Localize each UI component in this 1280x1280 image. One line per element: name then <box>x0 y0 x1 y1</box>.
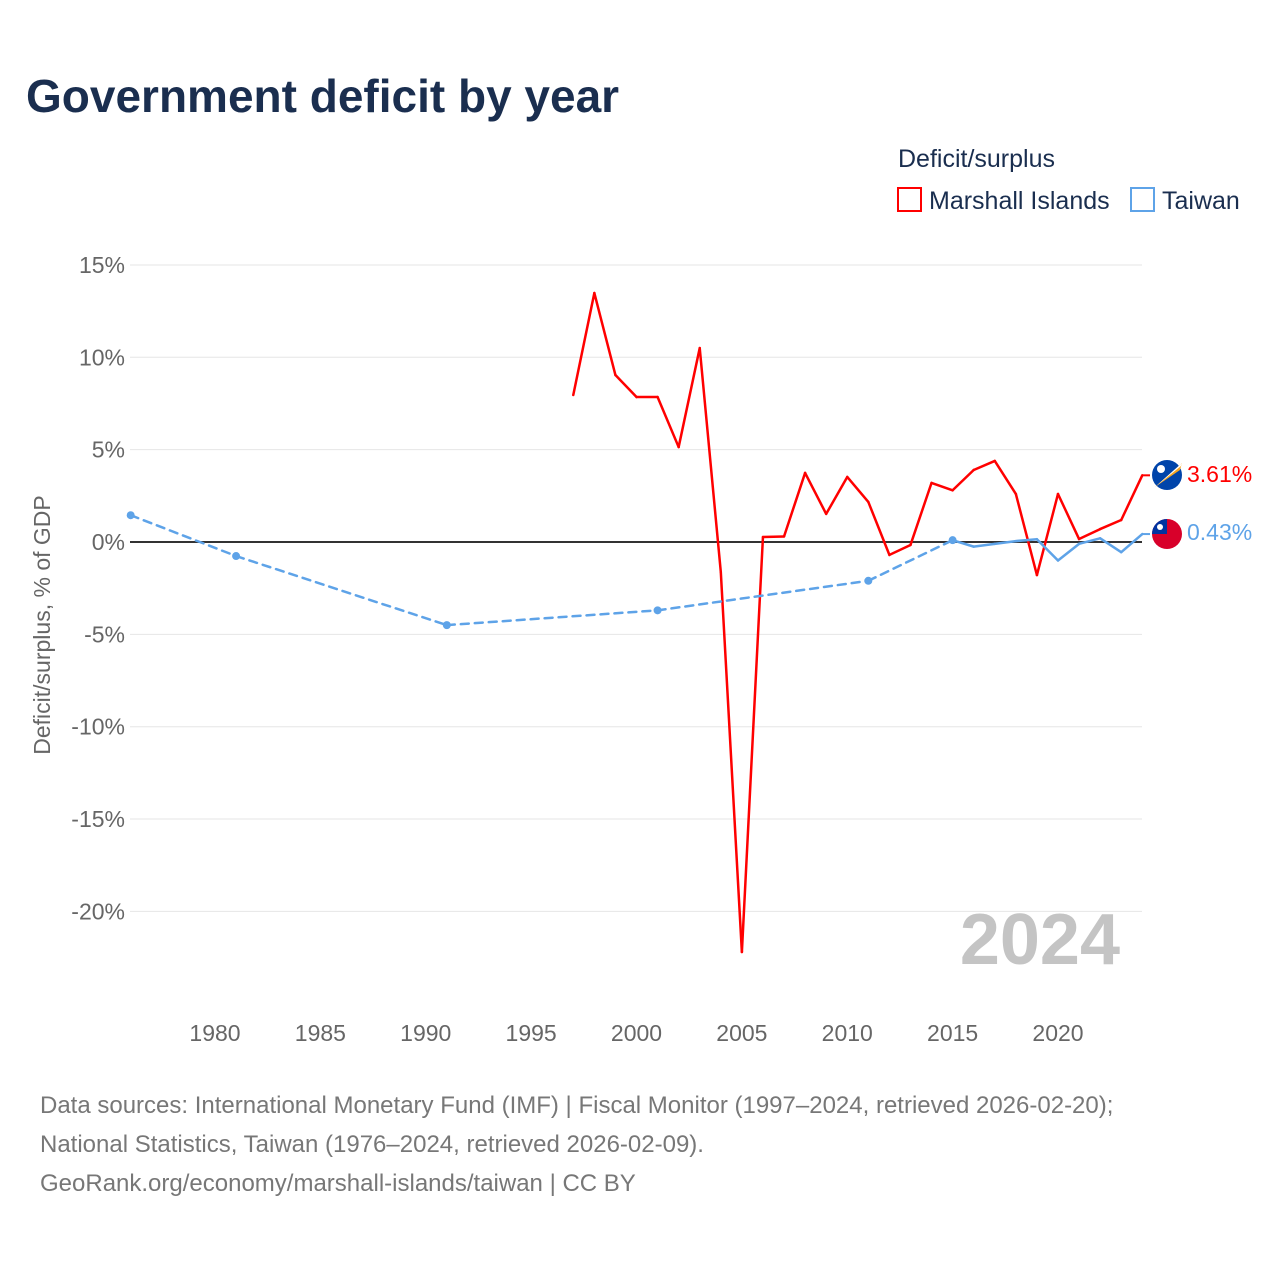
line-segment-taiwan <box>993 539 1018 546</box>
source-line-2: National Statistics, Taiwan (1976–2024, … <box>40 1131 704 1158</box>
y-tick-label: 15% <box>79 252 125 278</box>
line-segment-taiwan <box>1098 537 1123 554</box>
y-tick-label: 0% <box>92 529 125 555</box>
line-segment-marshall-islands <box>951 468 975 492</box>
line-segment-marshall-islands <box>1035 492 1060 577</box>
legend-swatch-marshall-islands <box>897 187 922 212</box>
data-point-taiwan[interactable] <box>232 552 241 561</box>
line-segment-marshall-islands <box>909 481 933 547</box>
line-segment-marshall-islands <box>824 475 849 516</box>
marshall-islands-flag-icon <box>1152 460 1182 490</box>
taiwan-flag-icon <box>1152 519 1182 549</box>
y-axis-label: Deficit/surplus, % of GDP <box>29 495 55 754</box>
x-tick-label: 2020 <box>1032 1020 1083 1046</box>
data-point-taiwan[interactable] <box>864 576 873 585</box>
line-segment-marshall-islands <box>761 535 786 539</box>
x-tick-label: 1980 <box>189 1020 240 1046</box>
line-segment-taiwan <box>129 513 238 558</box>
data-point-taiwan[interactable] <box>442 621 451 630</box>
data-point-taiwan[interactable] <box>948 536 957 545</box>
line-segment-marshall-islands <box>719 570 744 954</box>
year-watermark: 2024 <box>960 900 1120 980</box>
line-segment-marshall-islands <box>1056 492 1081 541</box>
line-segment-taiwan <box>867 538 954 583</box>
legend-swatch-taiwan <box>1130 187 1155 212</box>
line-segment-taiwan <box>972 542 997 548</box>
line-segment-marshall-islands <box>1014 492 1039 577</box>
line-segment-marshall-islands <box>867 500 891 557</box>
line-segment-marshall-islands <box>888 543 912 557</box>
x-tick-label: 2005 <box>716 1020 767 1046</box>
x-tick-label: 1990 <box>400 1020 451 1046</box>
end-value-label-taiwan: 0.43% <box>1187 519 1252 545</box>
line-segment-taiwan <box>1014 537 1039 543</box>
line-segment-taiwan <box>1077 537 1102 546</box>
line-segment-marshall-islands <box>740 535 765 954</box>
data-point-taiwan[interactable] <box>126 511 135 520</box>
chart-title: Government deficit by year <box>26 70 619 122</box>
x-tick-label: 1995 <box>506 1020 557 1046</box>
line-segment-marshall-islands <box>698 346 723 574</box>
line-segment-marshall-islands <box>993 459 1018 496</box>
source-line-3[interactable]: GeoRank.org/economy/marshall-islands/tai… <box>40 1170 636 1197</box>
line-segment-taiwan <box>445 609 659 627</box>
legend-label-marshall-islands[interactable]: Marshall Islands <box>929 187 1110 215</box>
line-segment-marshall-islands <box>614 373 638 399</box>
y-tick-label: -10% <box>71 714 125 740</box>
line-segment-marshall-islands <box>803 471 828 516</box>
line-segment-marshall-islands <box>782 471 807 538</box>
y-tick-label: -20% <box>71 898 125 924</box>
y-tick-label: -5% <box>84 621 125 647</box>
line-segment-marshall-islands <box>930 481 954 492</box>
line-segment-marshall-islands <box>1098 518 1123 531</box>
x-tick-label: 2010 <box>822 1020 873 1046</box>
line-segment-marshall-islands <box>656 395 680 449</box>
data-point-taiwan[interactable] <box>653 606 662 615</box>
x-tick-label: 1985 <box>295 1020 346 1046</box>
line-segment-marshall-islands <box>1077 527 1102 541</box>
x-tick-label: 2000 <box>611 1020 662 1046</box>
line-segment-marshall-islands <box>1119 474 1144 522</box>
y-tick-label: 10% <box>79 344 125 370</box>
end-value-label-marshall-islands: 3.61% <box>1187 461 1252 487</box>
line-segment-taiwan <box>234 554 449 627</box>
x-tick-label: 2015 <box>927 1020 978 1046</box>
line-segment-taiwan <box>1035 537 1060 562</box>
line-segment-marshall-islands <box>593 291 617 377</box>
line-segment-marshall-islands <box>572 291 596 397</box>
y-tick-label: -15% <box>71 806 125 832</box>
source-line-1: Data sources: International Monetary Fun… <box>40 1092 1113 1119</box>
legend-label-taiwan[interactable]: Taiwan <box>1162 187 1240 215</box>
line-segment-taiwan <box>656 579 870 612</box>
line-segment-marshall-islands <box>972 459 997 472</box>
line-segment-marshall-islands <box>677 346 701 449</box>
legend-title: Deficit/surplus <box>898 145 1055 173</box>
line-segment-taiwan <box>1119 532 1144 554</box>
y-tick-label: 5% <box>92 437 125 463</box>
line-segment-marshall-islands <box>846 475 870 504</box>
line-segment-taiwan <box>1056 542 1081 562</box>
